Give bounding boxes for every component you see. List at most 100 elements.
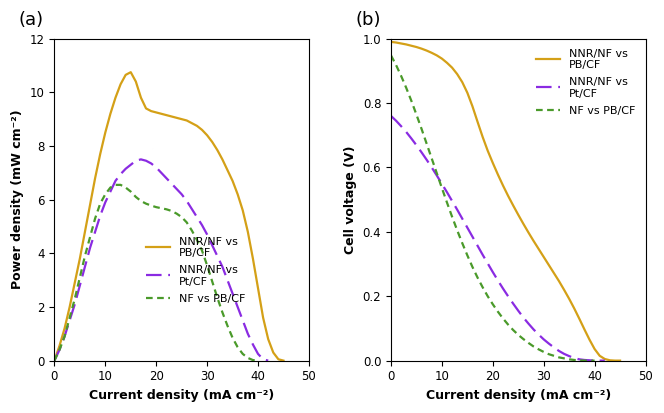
NNR/NF vs
Pt/CF (56, 347, 64, 352)
NNR/NF vs
Pt/CF (601, 358, 609, 363)
NNR/NF vs
Pt/CF (590, 358, 598, 363)
NF vs PB/CF (218, 310, 226, 315)
Y-axis label: Cell voltage (V): Cell voltage (V) (344, 145, 357, 254)
NF vs PB/CF (590, 358, 598, 363)
NNR/NF vs
Pt/CF (525, 321, 533, 326)
NF vs PB/CF (458, 241, 466, 246)
NNR/NF vs
Pt/CF (193, 215, 201, 220)
NF vs PB/CF (499, 316, 507, 321)
NNR/NF vs
PB/CF (575, 316, 583, 321)
NNR/NF vs
Pt/CF (453, 207, 461, 212)
NF vs PB/CF (152, 205, 160, 210)
X-axis label: Current density (mA cm⁻²): Current density (mA cm⁻²) (89, 389, 274, 402)
NNR/NF vs
PB/CF (586, 337, 594, 342)
NNR/NF vs
Pt/CF (407, 136, 415, 141)
NNR/NF vs
Pt/CF (244, 331, 252, 336)
NNR/NF vs
PB/CF (183, 118, 191, 123)
NNR/NF vs
PB/CF (428, 50, 436, 55)
NNR/NF vs
Pt/CF (183, 199, 191, 204)
NNR/NF vs
Pt/CF (96, 213, 104, 218)
NNR/NF vs
Pt/CF (570, 356, 578, 361)
NNR/NF vs
PB/CF (519, 221, 527, 226)
NNR/NF vs
PB/CF (504, 193, 512, 198)
NNR/NF vs
Pt/CF (50, 358, 58, 363)
NF vs PB/CF (203, 263, 211, 268)
NNR/NF vs
Pt/CF (392, 118, 400, 123)
NF vs PB/CF (71, 297, 79, 301)
NF vs PB/CF (575, 358, 583, 363)
NNR/NF vs
Pt/CF (514, 308, 522, 313)
NNR/NF vs
PB/CF (535, 247, 542, 252)
NF vs PB/CF (173, 211, 181, 216)
NNR/NF vs
Pt/CF (60, 334, 68, 339)
NF vs PB/CF (167, 209, 175, 214)
NF vs PB/CF (208, 279, 216, 284)
NNR/NF vs
PB/CF (112, 95, 120, 100)
NF vs PB/CF (193, 237, 201, 242)
Text: (a): (a) (19, 11, 44, 29)
NNR/NF vs
Pt/CF (494, 278, 502, 283)
NNR/NF vs
Pt/CF (122, 166, 129, 171)
NNR/NF vs
Pt/CF (443, 190, 451, 195)
NNR/NF vs
PB/CF (274, 357, 282, 362)
NNR/NF vs
PB/CF (402, 42, 410, 47)
NNR/NF vs
Pt/CF (254, 351, 262, 356)
NNR/NF vs
Pt/CF (468, 234, 476, 239)
NNR/NF vs
Pt/CF (173, 186, 181, 191)
NNR/NF vs
Pt/CF (438, 181, 446, 186)
NF vs PB/CF (106, 185, 114, 190)
NNR/NF vs
PB/CF (560, 287, 568, 292)
NF vs PB/CF (422, 141, 430, 146)
NF vs PB/CF (402, 85, 410, 90)
NNR/NF vs
Pt/CF (198, 223, 206, 228)
NF vs PB/CF (560, 356, 568, 361)
NNR/NF vs
Pt/CF (102, 200, 110, 205)
NNR/NF vs
PB/CF (71, 280, 79, 285)
NNR/NF vs
Pt/CF (509, 301, 517, 306)
NF vs PB/CF (418, 126, 426, 131)
NF vs PB/CF (509, 328, 517, 332)
NNR/NF vs
Pt/CF (91, 229, 99, 234)
NNR/NF vs
PB/CF (244, 229, 252, 234)
NNR/NF vs
PB/CF (418, 46, 426, 51)
NF vs PB/CF (81, 254, 89, 259)
Text: (b): (b) (355, 11, 381, 29)
NNR/NF vs
PB/CF (102, 130, 110, 135)
NNR/NF vs
Pt/CF (422, 157, 430, 162)
NNR/NF vs
Pt/CF (234, 304, 242, 309)
NF vs PB/CF (91, 216, 99, 221)
NNR/NF vs
Pt/CF (127, 162, 135, 167)
NNR/NF vs
PB/CF (127, 70, 135, 75)
NNR/NF vs
Pt/CF (142, 158, 150, 163)
NNR/NF vs
Pt/CF (188, 206, 196, 211)
NNR/NF vs
PB/CF (208, 140, 216, 145)
NF vs PB/CF (50, 358, 58, 363)
NNR/NF vs
PB/CF (529, 238, 537, 243)
NNR/NF vs
Pt/CF (76, 283, 84, 288)
NNR/NF vs
PB/CF (483, 148, 491, 153)
NF vs PB/CF (412, 112, 420, 117)
NF vs PB/CF (397, 74, 405, 78)
NF vs PB/CF (479, 285, 487, 290)
NF vs PB/CF (183, 220, 191, 225)
NNR/NF vs
PB/CF (163, 113, 171, 118)
NNR/NF vs
PB/CF (152, 110, 160, 115)
NF vs PB/CF (448, 214, 456, 219)
NF vs PB/CF (586, 358, 594, 363)
Line: NNR/NF vs
Pt/CF: NNR/NF vs Pt/CF (54, 159, 268, 361)
NNR/NF vs
Pt/CF (402, 130, 410, 135)
NNR/NF vs
PB/CF (203, 133, 211, 138)
Y-axis label: Power density (mW cm⁻²): Power density (mW cm⁻²) (11, 110, 24, 290)
NNR/NF vs
PB/CF (178, 116, 186, 121)
NNR/NF vs
PB/CF (249, 256, 257, 261)
NNR/NF vs
PB/CF (611, 358, 619, 363)
X-axis label: Current density (mA cm⁻²): Current density (mA cm⁻²) (426, 389, 611, 402)
NNR/NF vs
PB/CF (606, 358, 614, 363)
NNR/NF vs
PB/CF (81, 229, 89, 234)
NF vs PB/CF (234, 345, 242, 350)
NNR/NF vs
PB/CF (570, 306, 578, 311)
NNR/NF vs
Pt/CF (448, 198, 456, 203)
NNR/NF vs
PB/CF (590, 347, 598, 351)
NF vs PB/CF (550, 353, 558, 358)
NNR/NF vs
Pt/CF (249, 342, 257, 347)
